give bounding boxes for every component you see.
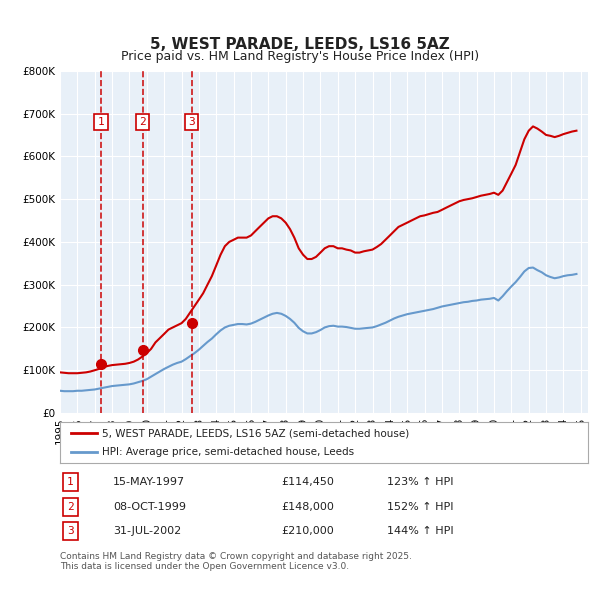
Text: Contains HM Land Registry data © Crown copyright and database right 2025.
This d: Contains HM Land Registry data © Crown c…	[60, 552, 412, 571]
Text: Price paid vs. HM Land Registry's House Price Index (HPI): Price paid vs. HM Land Registry's House …	[121, 50, 479, 63]
Text: 144% ↑ HPI: 144% ↑ HPI	[388, 526, 454, 536]
Text: 3: 3	[188, 117, 195, 127]
Text: 31-JUL-2002: 31-JUL-2002	[113, 526, 181, 536]
Text: 2: 2	[67, 502, 74, 512]
Text: 15-MAY-1997: 15-MAY-1997	[113, 477, 185, 487]
Text: 123% ↑ HPI: 123% ↑ HPI	[388, 477, 454, 487]
Text: 152% ↑ HPI: 152% ↑ HPI	[388, 502, 454, 512]
Text: 2: 2	[139, 117, 146, 127]
Text: 08-OCT-1999: 08-OCT-1999	[113, 502, 186, 512]
Text: 1: 1	[98, 117, 104, 127]
Text: 5, WEST PARADE, LEEDS, LS16 5AZ: 5, WEST PARADE, LEEDS, LS16 5AZ	[150, 37, 450, 52]
Text: £148,000: £148,000	[282, 502, 335, 512]
Text: 1: 1	[67, 477, 74, 487]
Text: 3: 3	[67, 526, 74, 536]
Text: £210,000: £210,000	[282, 526, 335, 536]
Text: HPI: Average price, semi-detached house, Leeds: HPI: Average price, semi-detached house,…	[102, 447, 355, 457]
Text: £114,450: £114,450	[282, 477, 335, 487]
Text: 5, WEST PARADE, LEEDS, LS16 5AZ (semi-detached house): 5, WEST PARADE, LEEDS, LS16 5AZ (semi-de…	[102, 428, 409, 438]
